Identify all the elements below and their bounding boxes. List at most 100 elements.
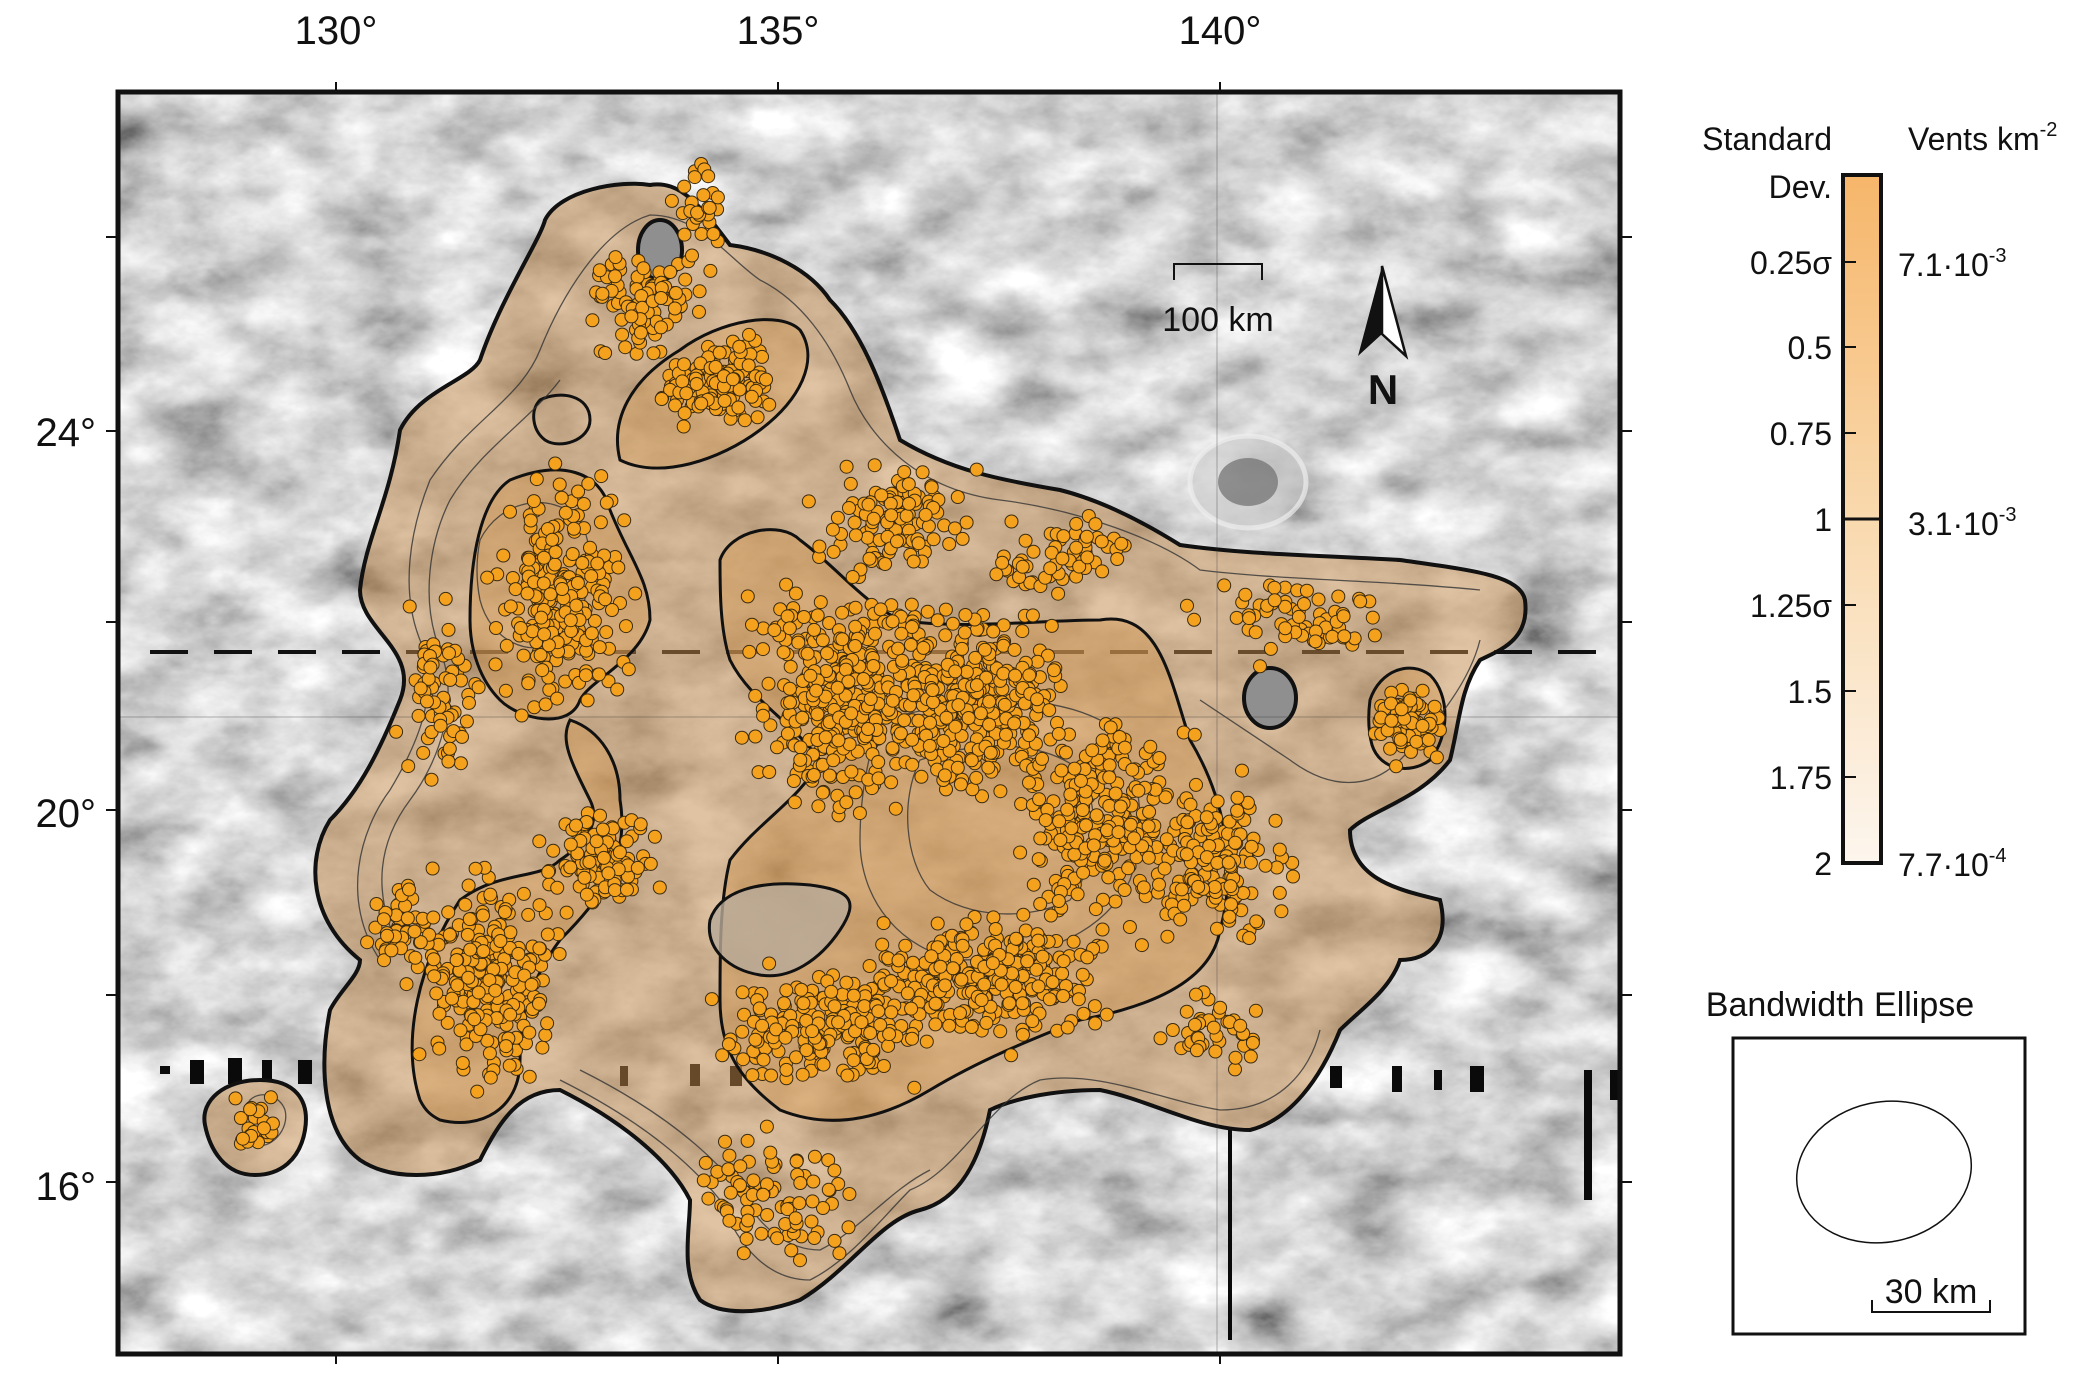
vent-point	[938, 628, 953, 643]
vent-point	[744, 389, 759, 404]
vent-point	[1031, 933, 1046, 948]
vent-point	[569, 598, 584, 613]
vent-point	[1248, 625, 1263, 640]
vent-point	[867, 458, 882, 473]
vent-point	[904, 597, 919, 612]
vent-point	[511, 946, 526, 961]
vent-point	[1025, 608, 1040, 623]
vent-point	[470, 1084, 485, 1099]
vent-point	[1042, 703, 1057, 718]
vent-point	[854, 1015, 869, 1030]
vent-point	[636, 261, 651, 276]
vent-point	[1009, 931, 1024, 946]
vent-point	[769, 1022, 783, 1037]
vent-point	[782, 621, 797, 636]
vent-point	[692, 304, 706, 319]
vent-point	[677, 406, 692, 421]
legend-std-tick-7: 2	[1814, 846, 1832, 882]
vent-point	[846, 988, 861, 1003]
vent-point	[455, 1056, 470, 1070]
map-frame	[115, 89, 1623, 1357]
vent-point	[762, 956, 777, 971]
vent-point	[784, 1243, 799, 1258]
vent-point	[1031, 979, 1046, 994]
vent-point	[522, 1069, 537, 1084]
vent-point	[993, 1024, 1008, 1039]
vent-point	[243, 1102, 258, 1117]
vent-point	[888, 801, 903, 816]
vent-point	[1067, 761, 1082, 776]
vent-point	[1224, 897, 1238, 912]
vent-point	[228, 1091, 243, 1106]
vent-point	[1152, 751, 1167, 765]
vent-point	[994, 977, 1009, 992]
vent-point	[441, 754, 456, 769]
vent-point	[799, 1013, 814, 1028]
vent-point	[1384, 696, 1398, 711]
vent-point	[911, 713, 926, 728]
vent-point	[826, 544, 841, 559]
vent-point	[468, 861, 483, 876]
vent-point	[830, 680, 845, 695]
vent-point	[876, 916, 891, 931]
vent-point	[1060, 1020, 1075, 1035]
vent-point	[698, 1155, 713, 1170]
vent-point	[482, 1046, 497, 1061]
vent-point	[1365, 610, 1380, 625]
vent-point	[687, 170, 702, 185]
vent-point	[793, 752, 808, 767]
scale-bar-label: 100 km	[1162, 301, 1274, 339]
vent-point	[546, 843, 561, 858]
vent-point	[1188, 1017, 1202, 1032]
vent-point	[1020, 954, 1035, 969]
vent-point	[975, 789, 989, 804]
vent-point	[838, 662, 853, 677]
vent-point	[733, 1178, 747, 1193]
vent-point	[1142, 804, 1157, 819]
vent-point	[815, 785, 830, 800]
vent-point	[755, 1018, 770, 1033]
vent-point	[1183, 797, 1198, 812]
vent-point	[899, 508, 914, 523]
vent-point	[368, 920, 383, 935]
vent-point	[748, 729, 763, 744]
vent-point	[786, 774, 801, 788]
vent-point	[807, 1231, 822, 1245]
vent-point	[813, 595, 828, 610]
vent-point	[521, 552, 536, 567]
vent-point	[995, 555, 1010, 570]
vent-point	[548, 456, 563, 471]
vent-point	[1174, 882, 1189, 897]
vent-point	[1179, 1004, 1194, 1019]
vent-point	[950, 760, 965, 775]
vent-point	[1072, 559, 1087, 574]
vent-point	[537, 627, 552, 642]
vent-point	[548, 545, 563, 559]
vent-point	[535, 1040, 550, 1055]
vent-point	[1099, 1007, 1114, 1022]
vent-point	[1022, 775, 1036, 790]
vent-point	[936, 734, 951, 748]
vent-point	[1136, 880, 1151, 895]
vent-point	[677, 357, 691, 372]
map-scale-bar: 100 km	[1162, 263, 1274, 339]
vent-point	[827, 1233, 842, 1248]
vent-point	[1014, 797, 1029, 811]
vent-point	[860, 530, 875, 545]
vent-point	[748, 1032, 763, 1047]
vent-point	[584, 626, 599, 641]
vent-point	[455, 729, 469, 744]
vent-point	[1045, 975, 1060, 990]
vent-point	[1069, 540, 1084, 555]
vent-point	[737, 1007, 751, 1022]
vent-point	[1228, 1062, 1242, 1077]
vent-point	[256, 1121, 271, 1136]
vent-point	[824, 984, 839, 999]
vent-point	[1054, 763, 1069, 778]
vent-point	[925, 683, 940, 698]
vent-point	[742, 327, 756, 342]
vent-point	[1233, 1018, 1248, 1033]
vent-point	[514, 708, 529, 723]
vent-point	[571, 484, 586, 499]
